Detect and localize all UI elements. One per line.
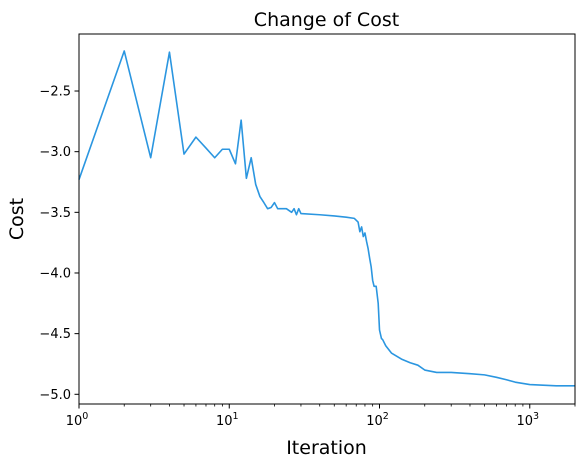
y-tick-label: −5.0 bbox=[39, 388, 71, 403]
x-tick-label: 100 bbox=[66, 411, 89, 429]
y-axis-label: Cost bbox=[6, 198, 28, 240]
y-tick-label: −4.0 bbox=[39, 266, 71, 281]
x-tick-label-base: 10 bbox=[216, 414, 233, 429]
chart-title: Change of Cost bbox=[254, 9, 399, 31]
x-tick-label-exponent: 1 bbox=[233, 411, 239, 422]
x-tick-label: 101 bbox=[216, 411, 239, 429]
x-tick-label-base: 10 bbox=[66, 414, 83, 429]
x-axis-label: Iteration bbox=[286, 437, 367, 459]
data-line-series-0 bbox=[78, 50, 575, 387]
y-tick-label: −2.5 bbox=[39, 85, 71, 100]
x-tick-label-exponent: 2 bbox=[383, 411, 389, 422]
x-tick-label: 102 bbox=[366, 411, 389, 429]
x-tick-label-exponent: 0 bbox=[82, 411, 88, 422]
x-tick-label: 103 bbox=[516, 411, 539, 429]
plot-area: 100 101 102 103−2.5−3.0−3.5−4.0−4.5−5.0 bbox=[39, 33, 576, 429]
x-tick-label-base: 10 bbox=[366, 414, 383, 429]
plot-frame bbox=[78, 33, 576, 405]
x-tick-label-base: 10 bbox=[516, 414, 533, 429]
y-tick-label: −3.0 bbox=[39, 145, 71, 160]
x-tick-label-exponent: 3 bbox=[533, 411, 539, 422]
y-tick-label: −3.5 bbox=[39, 206, 71, 221]
y-tick-label: −4.5 bbox=[39, 327, 71, 342]
